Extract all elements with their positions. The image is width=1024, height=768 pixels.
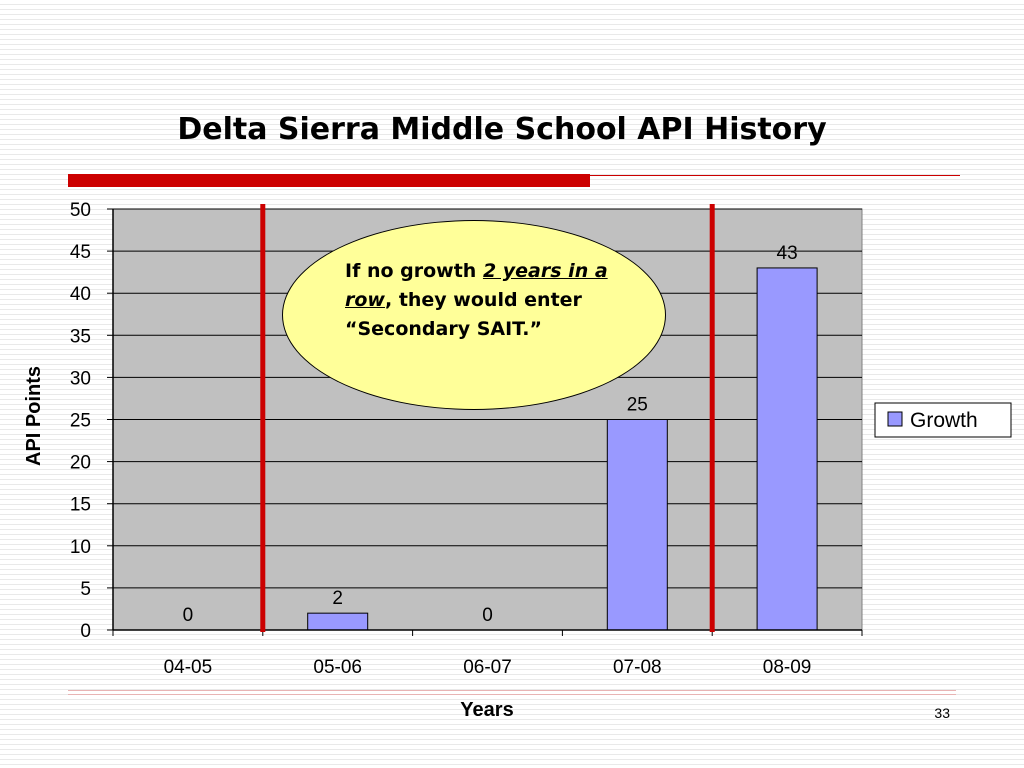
y-tick-label: 25 (70, 411, 91, 432)
page-number: 33 (934, 705, 950, 721)
callout-text-after: , they would enter “Secondary SAIT.” (345, 289, 582, 340)
bar (606, 419, 668, 631)
bar (756, 267, 818, 631)
y-tick-label: 15 (70, 495, 91, 516)
x-tick-label: 06-07 (463, 657, 512, 678)
y-tick-label: 10 (70, 537, 91, 558)
y-tick-label: 0 (80, 621, 91, 642)
x-tick-label: 05-06 (313, 657, 362, 678)
data-label: 43 (777, 243, 798, 264)
data-label: 25 (627, 395, 648, 416)
data-label: 2 (332, 588, 343, 609)
title-underline-thin (590, 175, 960, 176)
x-axis-title: Years (460, 699, 513, 721)
legend-label: Growth (910, 409, 978, 432)
callout-text-emphasis: 2 years in a row (345, 260, 608, 311)
callout-text: If no growth 2 years in a row, they woul… (345, 257, 625, 344)
y-tick-label: 35 (70, 326, 91, 347)
x-tick-label: 07-08 (613, 657, 662, 678)
callout-text-before: If no growth (345, 260, 483, 282)
y-tick-label: 40 (70, 284, 91, 305)
bar (307, 612, 369, 631)
legend-swatch (887, 411, 903, 427)
x-tick-label: 04-05 (164, 657, 213, 678)
y-tick-label: 20 (70, 453, 91, 474)
x-tick-label: 08-09 (763, 657, 812, 678)
chart-title: Delta Sierra Middle School API History (177, 112, 827, 147)
y-axis-title: API Points (23, 366, 45, 466)
footer-rule-bottom (68, 694, 956, 695)
title-underline-thick (68, 174, 590, 187)
footer-rule-top (68, 690, 956, 691)
data-label: 0 (183, 605, 194, 626)
y-tick-label: 5 (80, 579, 91, 600)
y-tick-label: 45 (70, 242, 91, 263)
data-label: 0 (482, 605, 493, 626)
y-tick-label: 30 (70, 368, 91, 389)
y-tick-label: 50 (70, 200, 91, 221)
growth-callout: If no growth 2 years in a row, they woul… (282, 220, 666, 410)
